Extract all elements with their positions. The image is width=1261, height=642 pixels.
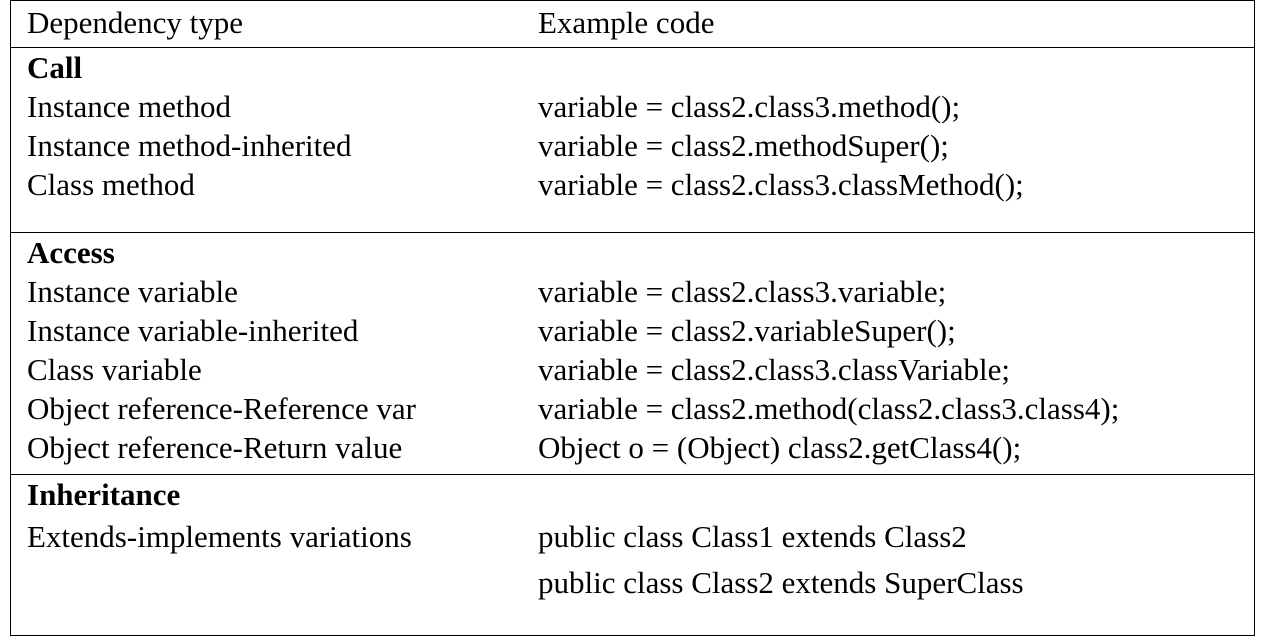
header-dependency-type: Dependency type [27,5,244,40]
table-row: public class Class2 extends SuperClass [11,560,1254,606]
dependency-type-cell: Object reference-Return value [27,430,403,465]
table-row: Instance variable variable = class2.clas… [11,272,1254,311]
group-title-row: Access [11,233,1254,272]
dependency-table: Dependency type Example code Call Instan… [10,0,1255,636]
header-example-code: Example code [538,5,715,40]
example-code-cell: public class Class2 extends SuperClass [538,565,1024,600]
group-title-call: Call [27,50,83,85]
example-code-cell: variable = class2.class3.variable; [538,274,947,309]
example-code-cell: public class Class1 extends Class2 [538,519,967,554]
table-header: Dependency type Example code [11,1,1254,47]
group-title-access: Access [27,235,115,270]
group-access: Access Instance variable variable = clas… [11,232,1254,474]
table-row: Class variable variable = class2.class3.… [11,350,1254,389]
group-inheritance: Inheritance Extends-implements variation… [11,474,1254,634]
dependency-type-cell: Instance method-inherited [27,128,352,163]
dependency-type-cell: Instance variable-inherited [27,313,359,348]
dependency-type-cell: Class method [27,167,195,202]
dependency-type-cell: Instance variable [27,274,238,309]
header-row: Dependency type Example code [11,1,1254,45]
dependency-type-cell: Extends-implements variations [27,519,412,554]
table-row: Extends-implements variations public cla… [11,514,1254,560]
dependency-type-cell: Instance method [27,89,232,124]
dependency-type-cell: Object reference-Reference var [27,391,416,426]
dependency-type-cell: Class variable [27,352,202,387]
table-row: Instance variable-inherited variable = c… [11,311,1254,350]
table-row: Instance method variable = class2.class3… [11,87,1254,126]
example-code-cell: variable = class2.class3.classVariable; [538,352,1010,387]
group-title-row: Inheritance [11,475,1254,514]
table-row: Object reference-Reference var variable … [11,389,1254,428]
group-call: Call Instance method variable = class2.c… [11,47,1254,232]
table-row: Class method variable = class2.class3.cl… [11,165,1254,204]
group-title-row: Call [11,48,1254,87]
example-code-cell: variable = class2.variableSuper(); [538,313,956,348]
example-code-cell: variable = class2.methodSuper(); [538,128,949,163]
group-title-inheritance: Inheritance [27,477,181,512]
example-code-cell: variable = class2.class3.classMethod(); [538,167,1024,202]
example-code-cell: variable = class2.class3.method(); [538,89,961,124]
table-row: Instance method-inherited variable = cla… [11,126,1254,165]
table-row: Object reference-Return value Object o =… [11,428,1254,467]
example-code-cell: Object o = (Object) class2.getClass4(); [538,430,1022,465]
example-code-cell: variable = class2.method(class2.class3.c… [538,391,1120,426]
